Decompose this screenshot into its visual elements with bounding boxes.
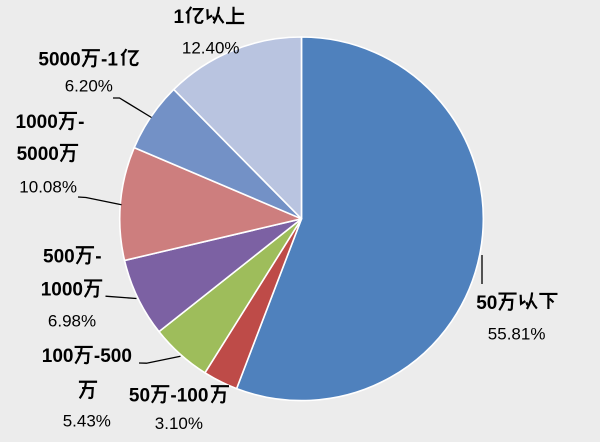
- svg-text:5.43%: 5.43%: [63, 412, 111, 431]
- svg-text:55.81%: 55.81%: [488, 324, 546, 343]
- svg-text:5000: 5000: [17, 144, 59, 165]
- svg-text:50: 50: [129, 385, 150, 406]
- svg-text:1: 1: [174, 7, 185, 28]
- svg-text:1000: 1000: [41, 280, 83, 301]
- svg-text:10.08%: 10.08%: [19, 177, 77, 196]
- svg-text:50: 50: [476, 293, 497, 314]
- svg-text:-100: -100: [170, 385, 208, 406]
- svg-text:-1: -1: [101, 49, 118, 70]
- svg-text:1000: 1000: [16, 112, 58, 133]
- svg-text:12.40%: 12.40%: [182, 39, 240, 58]
- svg-text:5000: 5000: [38, 49, 80, 70]
- svg-text:3.10%: 3.10%: [155, 414, 203, 433]
- svg-text:6.20%: 6.20%: [65, 77, 113, 96]
- svg-text:500: 500: [43, 247, 75, 268]
- svg-text:-: -: [95, 247, 101, 268]
- svg-text:100: 100: [42, 346, 74, 367]
- svg-text:-500: -500: [94, 346, 132, 367]
- svg-text:6.98%: 6.98%: [48, 312, 96, 331]
- svg-text:-: -: [78, 112, 84, 133]
